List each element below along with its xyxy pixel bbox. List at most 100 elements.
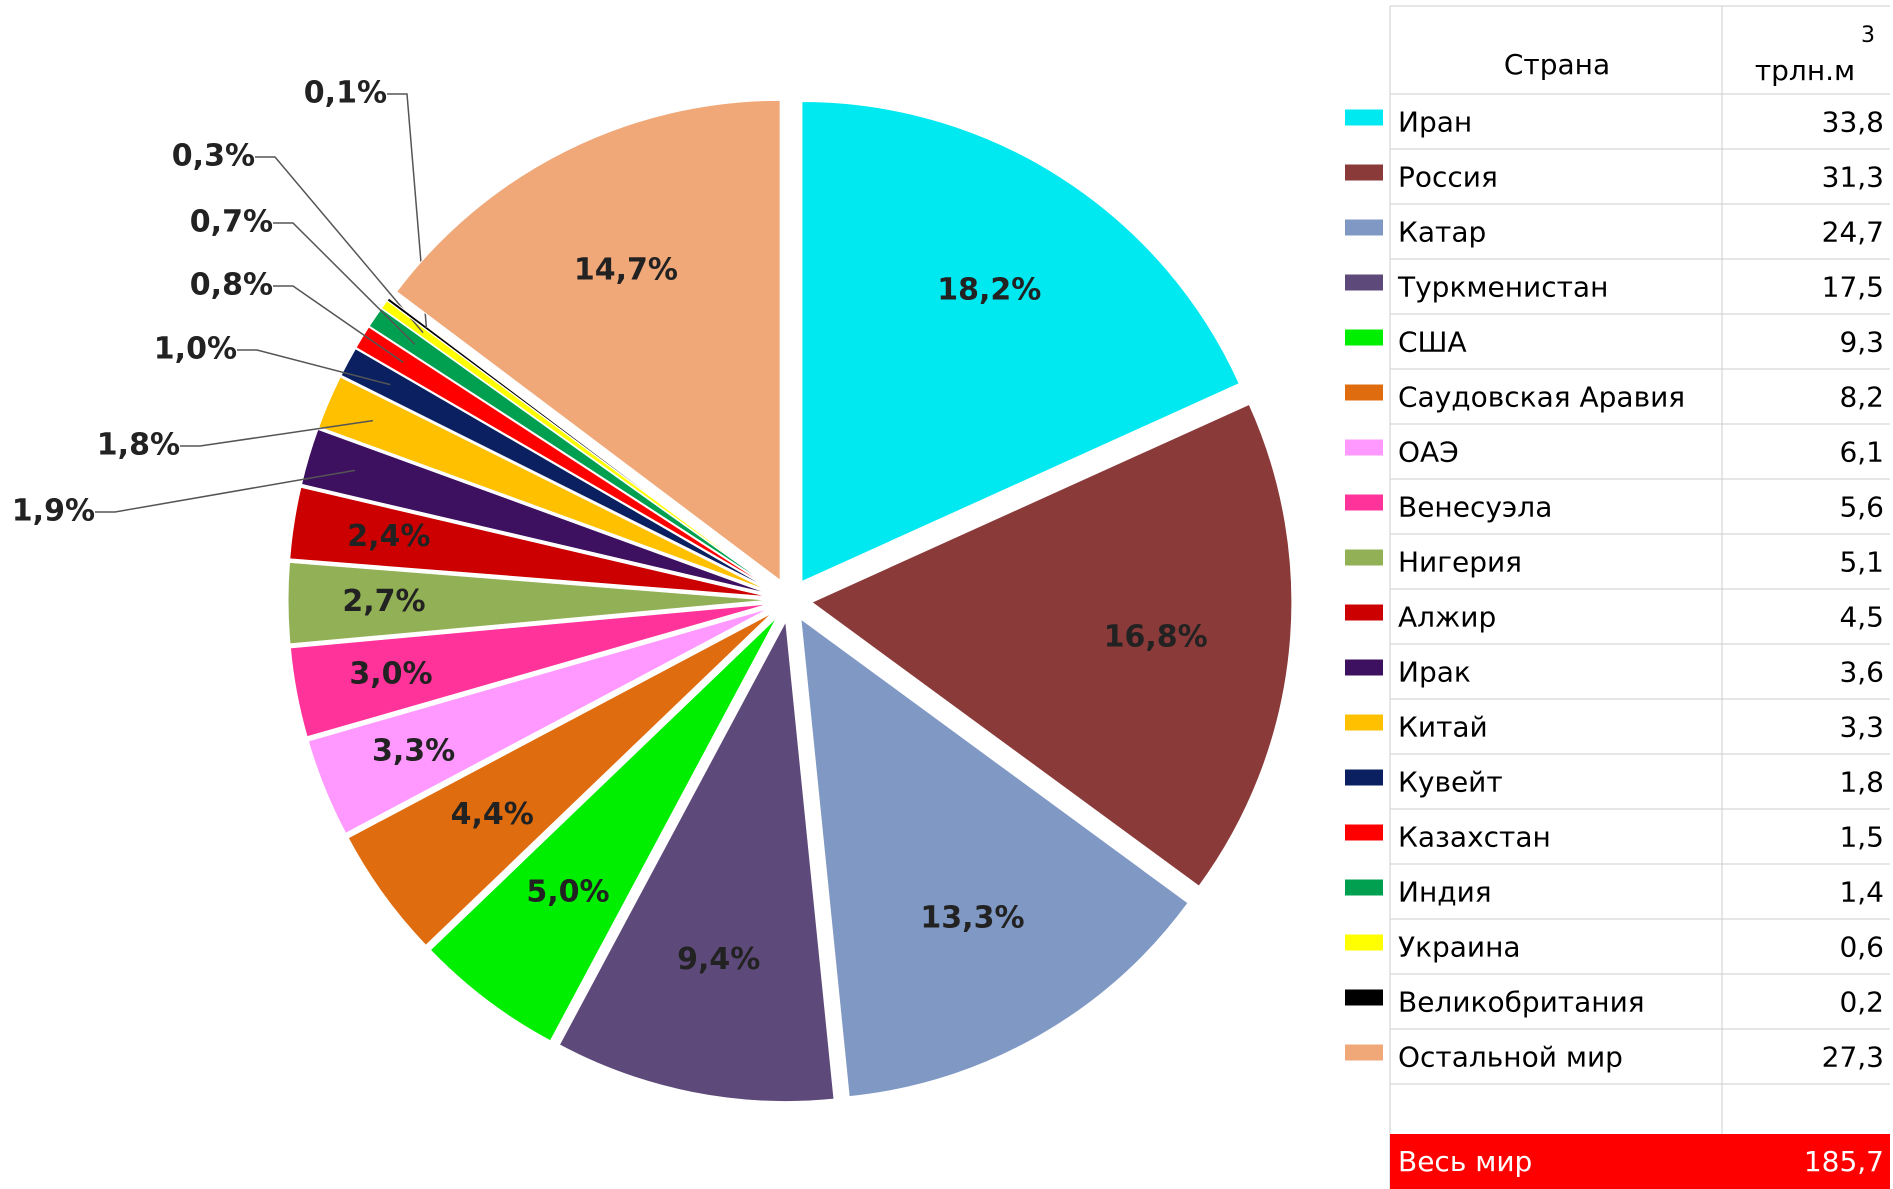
legend-label: Великобритания xyxy=(1398,986,1645,1019)
slice-label: 5,0% xyxy=(526,874,609,909)
table-value: 4,5 xyxy=(1839,601,1884,634)
pie-slice xyxy=(558,619,835,1103)
legend-swatch xyxy=(1345,934,1383,951)
pie-slice xyxy=(801,101,1240,583)
slice-label: 13,3% xyxy=(920,901,1024,936)
leader-line xyxy=(273,222,416,345)
table-value: 27,3 xyxy=(1822,1041,1884,1074)
legend-label: Кувейт xyxy=(1398,766,1503,799)
total-value: 185,7 xyxy=(1804,1145,1884,1178)
legend-swatch xyxy=(1345,439,1383,456)
table-value: 1,5 xyxy=(1839,821,1884,854)
legend-swatch xyxy=(1345,164,1383,181)
legend-swatch xyxy=(1345,879,1383,896)
legend-swatch xyxy=(1345,549,1383,566)
table-value: 9,3 xyxy=(1839,326,1884,359)
leader-line xyxy=(95,469,356,513)
pie-slice xyxy=(289,603,769,738)
legend-swatch xyxy=(1345,274,1383,291)
pie: 18,2% 16,8% 13,3% 9,4% 5,0% 4,4% 3,3% 3,0% 2,7% 2… xyxy=(12,76,1293,1103)
table-value: 33,8 xyxy=(1822,106,1884,139)
legend-label: Катар xyxy=(1398,216,1486,249)
slice-label: 3,0% xyxy=(349,656,432,691)
pie-slice xyxy=(307,607,770,834)
pie-slice xyxy=(800,618,1189,1098)
slice-label: 2,4% xyxy=(347,519,430,554)
pie-slice xyxy=(810,403,1293,887)
leader-line xyxy=(237,349,391,386)
leader-line xyxy=(273,285,404,363)
legend-label: Остальной мир xyxy=(1398,1041,1623,1074)
header-unit-sup: 3 xyxy=(1861,23,1875,48)
legend-swatch xyxy=(1345,604,1383,621)
pie-slice xyxy=(429,617,778,1042)
table-value: 24,7 xyxy=(1822,216,1884,249)
slice-label: 0,3% xyxy=(172,139,255,174)
legend-label: ОАЭ xyxy=(1398,436,1459,469)
legend-label: Саудовская Аравия xyxy=(1398,381,1685,414)
table-value: 0,2 xyxy=(1839,986,1884,1019)
legend-label: Индия xyxy=(1398,876,1492,909)
legend-swatch xyxy=(1345,1044,1383,1061)
legend-swatch xyxy=(1345,714,1383,731)
slice-label: 0,8% xyxy=(190,268,273,303)
slice-label: 0,7% xyxy=(190,205,273,240)
slice-label: 9,4% xyxy=(677,942,760,977)
pie-slice xyxy=(287,561,769,645)
table-value: 1,8 xyxy=(1839,766,1884,799)
slice-label: 2,7% xyxy=(342,584,425,619)
total-label: Весь мир xyxy=(1398,1145,1532,1178)
leader-line xyxy=(387,93,428,329)
slice-label: 16,8% xyxy=(1104,620,1208,655)
legend-table: Страна трлн.м 3 Иран 33,8 Россия 31,3 Катар 2… xyxy=(1345,5,1890,1189)
legend-swatch xyxy=(1345,769,1383,786)
slice-label: 14,7% xyxy=(574,253,678,288)
legend-swatch xyxy=(1345,384,1383,401)
legend-label: США xyxy=(1398,326,1467,359)
legend-swatch xyxy=(1345,989,1383,1006)
pie-slice xyxy=(368,307,773,589)
table-value: 3,6 xyxy=(1839,656,1884,689)
table-value: 17,5 xyxy=(1822,271,1884,304)
slice-label: 1,0% xyxy=(154,332,237,367)
pie-slice xyxy=(347,612,773,947)
slice-label: 3,3% xyxy=(372,734,455,769)
table-value: 3,3 xyxy=(1839,711,1884,744)
table-value: 1,4 xyxy=(1839,876,1884,909)
legend-swatch xyxy=(1345,824,1383,841)
legend-label: Иран xyxy=(1398,106,1472,139)
pie-slice xyxy=(318,376,771,592)
leader-line xyxy=(180,419,374,447)
slice-label: 4,4% xyxy=(451,797,534,832)
legend-label: Украина xyxy=(1398,931,1521,964)
legend-swatch xyxy=(1345,494,1383,511)
legend-label: Алжир xyxy=(1398,601,1496,634)
legend-swatch xyxy=(1345,659,1383,676)
legend-label: Россия xyxy=(1398,161,1498,194)
slice-label: 0,1% xyxy=(304,76,387,111)
pie-slice xyxy=(289,486,769,598)
pie-slice xyxy=(340,348,771,591)
total-row xyxy=(1390,1134,1890,1189)
slice-label: 1,9% xyxy=(12,494,95,529)
legend-swatch xyxy=(1345,219,1383,236)
table-value: 8,2 xyxy=(1839,381,1884,414)
pie-slice xyxy=(386,297,773,588)
table-value: 31,3 xyxy=(1822,161,1884,194)
legend-label: Китай xyxy=(1398,711,1488,744)
legend-label: Нигерия xyxy=(1398,546,1522,579)
legend-label: Туркменистан xyxy=(1397,271,1608,304)
legend-label: Венесуэла xyxy=(1398,491,1552,524)
leader-line xyxy=(255,156,424,334)
pie-slice xyxy=(355,326,772,589)
slice-label: 18,2% xyxy=(937,273,1041,308)
table-value: 6,1 xyxy=(1839,436,1884,469)
legend-swatch xyxy=(1345,329,1383,346)
table-value: 5,1 xyxy=(1839,546,1884,579)
pie-slice xyxy=(396,99,781,582)
legend-swatch xyxy=(1345,109,1383,126)
legend-label: Казахстан xyxy=(1398,821,1551,854)
legend-label: Ирак xyxy=(1398,656,1471,689)
header-unit: трлн.м xyxy=(1755,54,1855,87)
